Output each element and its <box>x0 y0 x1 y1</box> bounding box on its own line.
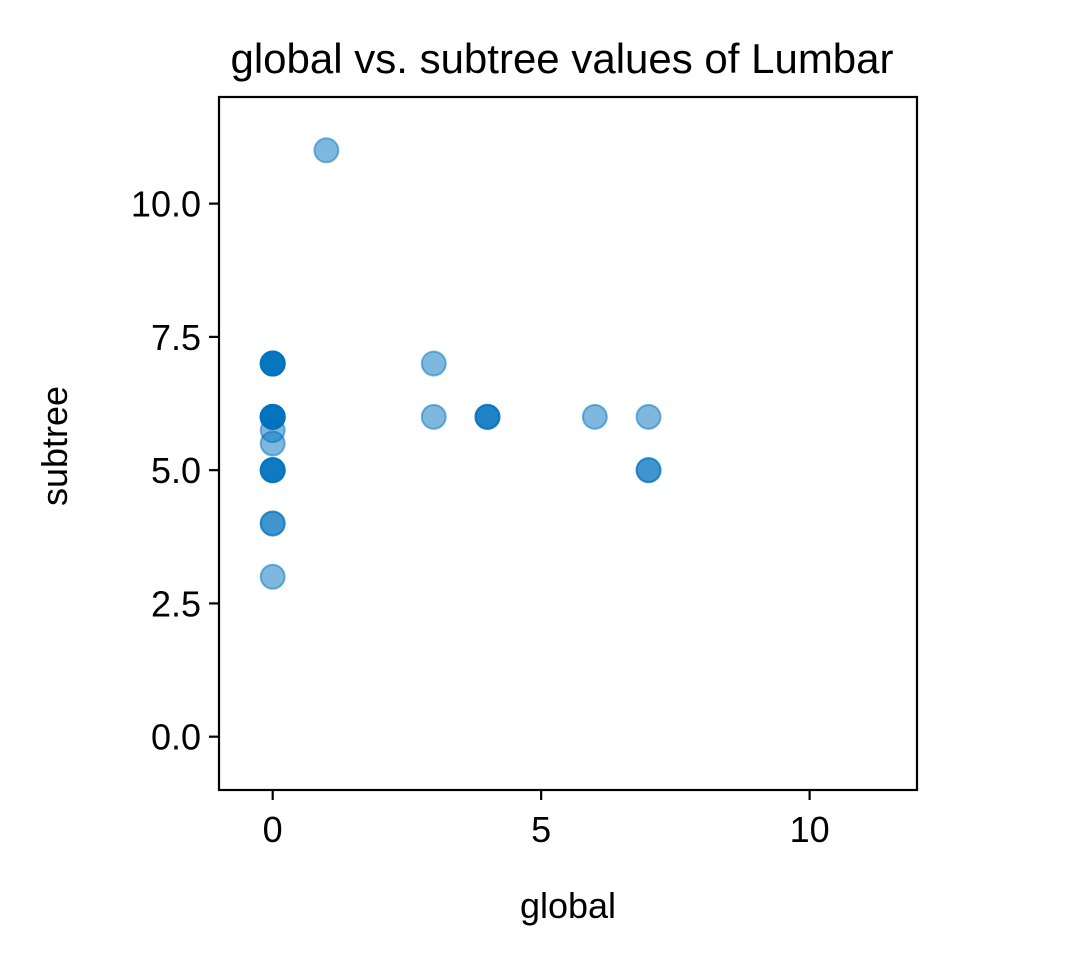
data-point <box>635 457 662 484</box>
data-point <box>259 350 286 377</box>
y-axis: 0.0 2.5 5.0 7.5 10.0 <box>131 184 219 758</box>
data-point <box>635 403 662 430</box>
data-point <box>313 137 340 164</box>
data-points <box>259 137 662 590</box>
y-tick-label: 7.5 <box>151 317 201 358</box>
data-point <box>259 563 286 590</box>
x-tick-label: 5 <box>531 809 551 850</box>
data-point <box>259 430 286 457</box>
x-tick-label: 0 <box>263 809 283 850</box>
y-axis-label: subtree <box>34 386 75 506</box>
data-point <box>581 403 608 430</box>
data-point <box>474 403 501 430</box>
data-point <box>259 457 286 484</box>
y-tick-label: 2.5 <box>151 583 201 624</box>
y-tick-label: 5.0 <box>151 450 201 491</box>
y-tick-label: 0.0 <box>151 717 201 758</box>
data-point <box>420 403 447 430</box>
data-point <box>259 510 286 537</box>
x-tick-label: 10 <box>790 809 830 850</box>
x-axis-label: global <box>520 885 616 926</box>
x-axis: 0 5 10 <box>263 790 830 850</box>
plot-frame <box>217 95 919 792</box>
data-point <box>420 350 447 377</box>
y-tick-label: 10.0 <box>131 184 201 225</box>
chart-title: global vs. subtree values of Lumbar <box>230 35 893 82</box>
